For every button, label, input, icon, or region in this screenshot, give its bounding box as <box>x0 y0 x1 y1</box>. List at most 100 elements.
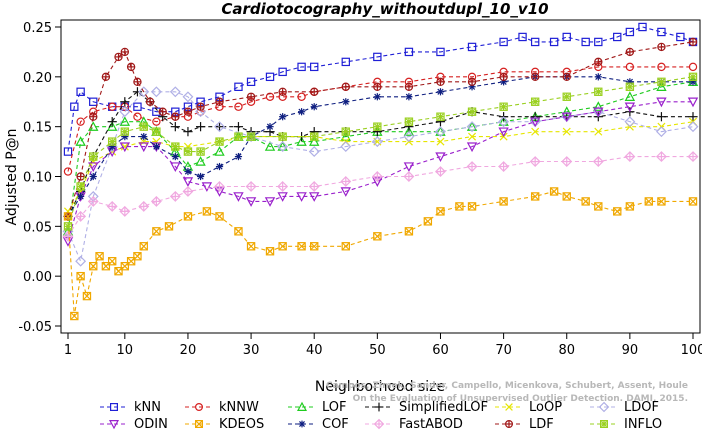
data-point-inflo <box>310 132 319 141</box>
data-point-lof <box>277 141 288 151</box>
data-point-odin <box>138 142 149 153</box>
data-point-ldf <box>625 47 635 57</box>
series-line-odin <box>67 101 693 242</box>
data-point-cof <box>215 162 224 171</box>
data-point-ldf <box>171 112 180 121</box>
series-odin <box>62 97 699 247</box>
watermark-line: On the Evaluation of Unsupervised Outlie… <box>353 394 688 404</box>
legend: kNN kNNW LOF SimplifiedLOF LoOP LDOF ODIN KDEOS… <box>100 400 662 432</box>
data-point-fastabod <box>245 181 257 192</box>
data-point-ldof <box>195 106 207 118</box>
data-point-cof <box>77 192 85 201</box>
data-point-lof <box>75 136 86 146</box>
data-point-knn <box>265 72 275 82</box>
data-point-lof <box>656 81 667 92</box>
data-point-kdeos <box>373 232 382 241</box>
data-point-ldof <box>182 91 194 103</box>
x-tick-label: 20 <box>180 343 197 358</box>
data-point-cof <box>310 103 318 111</box>
data-point-inflo <box>467 107 477 116</box>
x-tick-label: 30 <box>243 343 260 358</box>
data-point-fastabod <box>138 200 150 212</box>
data-point-knn <box>562 32 571 42</box>
legend-item-inflo: INFLO <box>590 417 662 432</box>
data-point-inflo <box>657 77 666 87</box>
data-point-inflo <box>594 87 603 96</box>
x-tick-label: 50 <box>369 343 386 358</box>
data-point-loop <box>120 142 129 151</box>
data-point-knn <box>638 22 647 32</box>
legend-label: kNN <box>134 400 161 415</box>
data-point-ldf <box>499 72 508 82</box>
legend-label: kNNW <box>219 400 259 415</box>
data-point-ldof <box>277 141 289 153</box>
data-point-inflo <box>76 182 85 191</box>
x-tick-label: 40 <box>306 343 323 358</box>
data-point-inflo <box>183 147 193 156</box>
series-line-knn <box>67 26 694 152</box>
data-point-odin <box>119 142 131 153</box>
data-point-kdeos <box>215 212 224 221</box>
legend-item-fastabod: FastABOD <box>365 417 463 432</box>
data-point-kdeos <box>278 242 287 251</box>
data-point-kdeos <box>455 202 464 211</box>
data-point-odin <box>593 107 604 118</box>
legend-label: ODIN <box>134 417 168 432</box>
data-point-odin <box>277 192 288 202</box>
data-point-knn <box>278 67 287 77</box>
data-point-knn <box>76 87 85 96</box>
data-point-fastabod <box>214 181 225 192</box>
data-point-inflo <box>436 112 445 121</box>
y-tick-label: -0.05 <box>18 320 52 335</box>
data-point-cof <box>89 172 97 181</box>
x-axis-label: Neighborhood size <box>315 379 445 395</box>
legend-marker <box>374 402 384 412</box>
data-point-inflo <box>562 92 571 101</box>
data-point-kdeos <box>530 192 540 201</box>
data-point-knn <box>373 52 382 62</box>
data-point-odin <box>466 142 478 153</box>
legend-label: COF <box>322 417 349 432</box>
data-point-ldf <box>373 82 382 92</box>
data-point-ldf <box>183 107 193 116</box>
data-point-inflo <box>171 142 180 151</box>
data-point-loop <box>594 127 603 136</box>
data-point-ldof <box>498 116 510 128</box>
data-point-odin <box>656 97 667 108</box>
data-point-odin <box>435 152 446 163</box>
data-point-knn <box>436 47 445 57</box>
data-point-knn <box>657 27 666 37</box>
data-point-lof <box>309 136 320 146</box>
data-point-cof <box>184 167 192 176</box>
data-point-kdeos <box>89 262 98 271</box>
data-point-ldf <box>404 82 414 92</box>
data-point-fastabod <box>106 200 118 212</box>
data-point-loop <box>562 127 571 136</box>
data-point-fastabod <box>182 186 194 197</box>
data-point-inflo <box>341 127 350 136</box>
data-point-fastabod <box>561 156 573 167</box>
data-point-knn <box>499 37 508 47</box>
data-point-fastabod <box>435 166 446 177</box>
data-point-simplifiedlof <box>214 122 225 132</box>
data-point-odin <box>309 192 320 202</box>
data-point-kdeos <box>341 242 350 251</box>
legend-marker <box>598 401 610 413</box>
data-point-kdeos <box>625 202 635 211</box>
data-point-ldf <box>278 87 287 96</box>
data-point-knn <box>133 102 142 111</box>
data-point-kdeos <box>183 212 193 221</box>
data-point-kdeos <box>95 252 104 261</box>
data-point-cof <box>342 98 350 106</box>
data-point-kdeos <box>164 222 174 231</box>
data-point-fastabod <box>466 161 478 172</box>
data-point-knnw <box>297 92 306 101</box>
data-point-fastabod <box>308 181 320 192</box>
legend-marker <box>109 403 118 412</box>
data-point-odin <box>624 102 636 113</box>
data-point-lof <box>214 146 225 156</box>
data-point-inflo <box>234 132 243 141</box>
data-point-ldf <box>145 97 155 106</box>
data-point-simplifiedlof <box>132 87 143 97</box>
